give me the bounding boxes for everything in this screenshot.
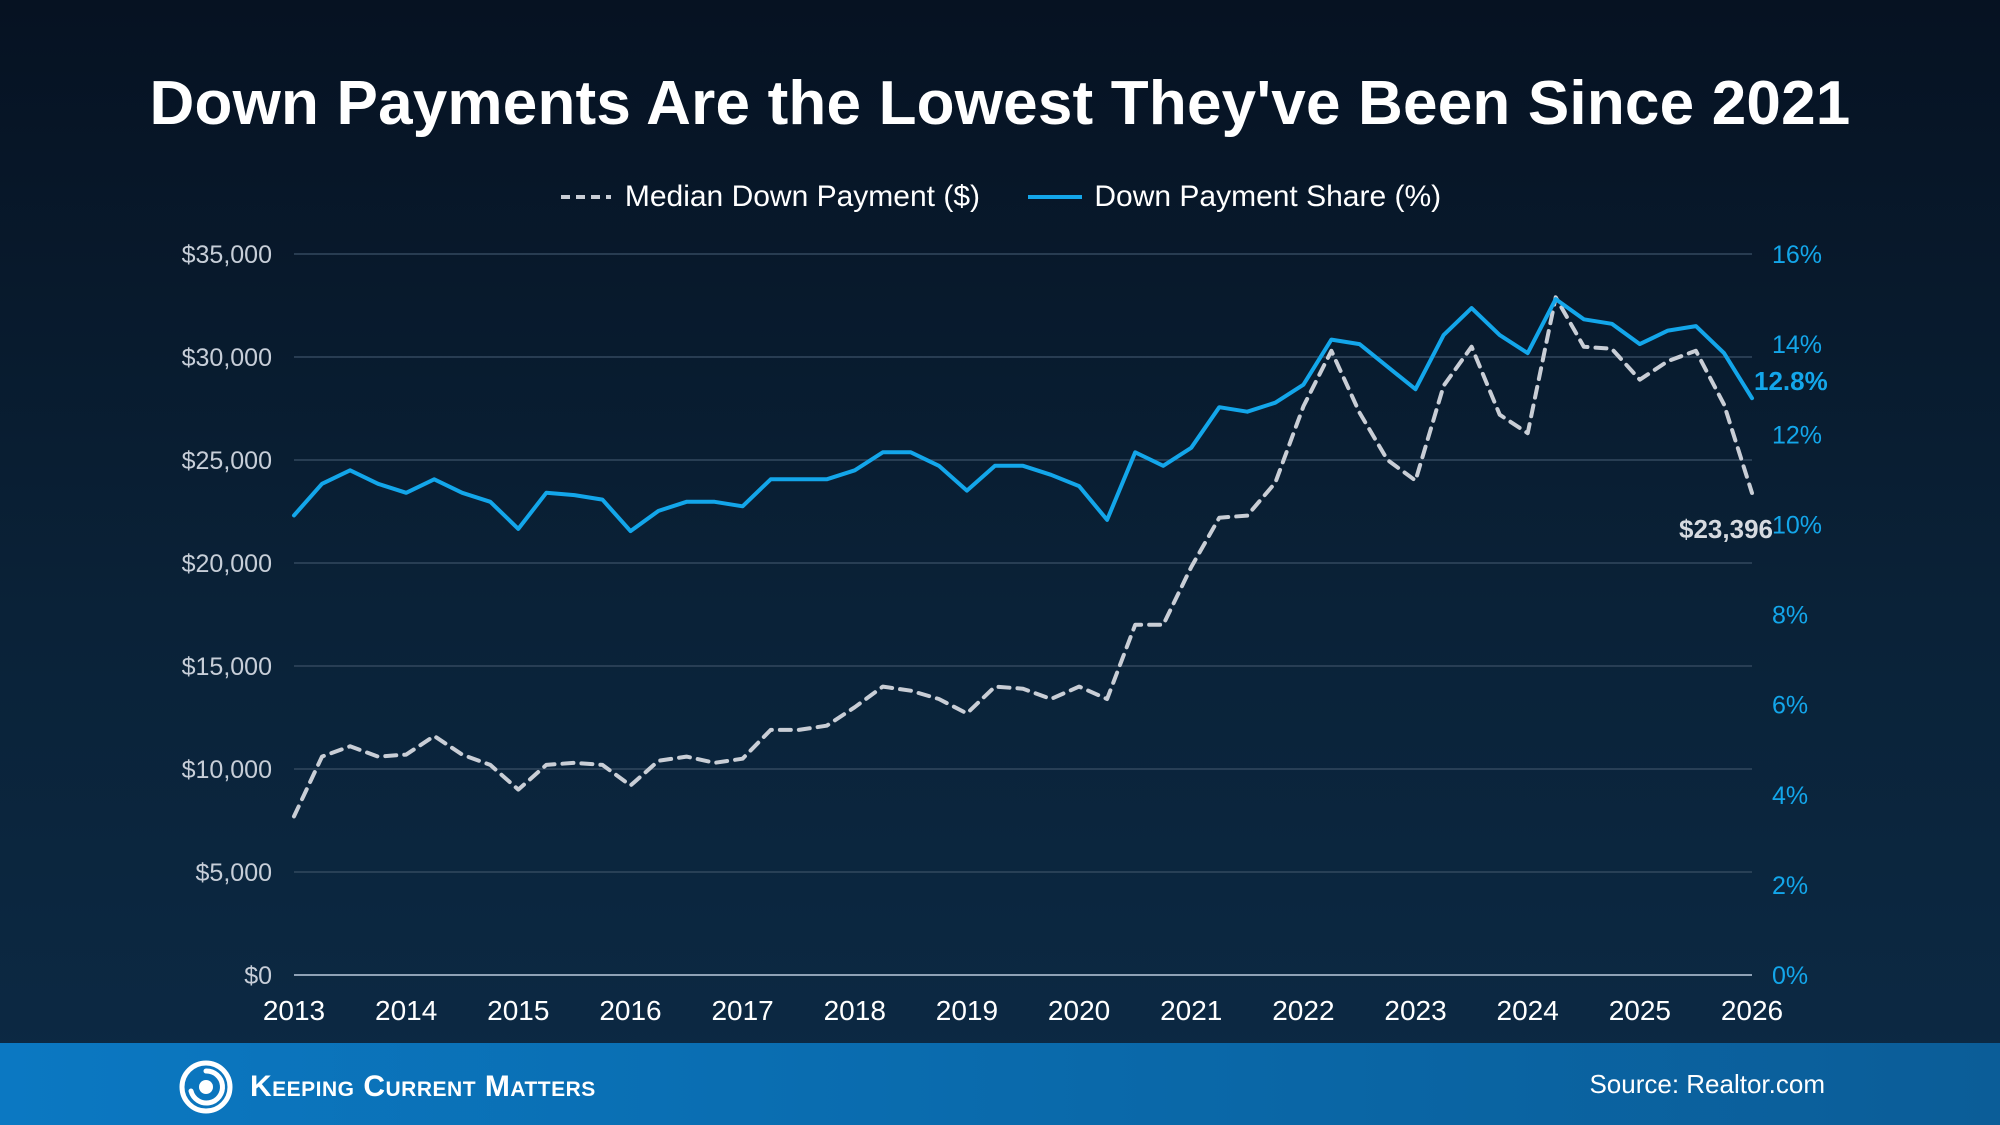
- right-tick-label: 4%: [1772, 782, 1808, 810]
- x-tick-label: 2022: [1272, 995, 1334, 1026]
- right-tick-label: 6%: [1772, 692, 1808, 720]
- left-tick-label: $15,000: [182, 653, 272, 681]
- x-tick-label: 2017: [711, 995, 773, 1026]
- x-tick-label: 2026: [1721, 995, 1783, 1026]
- x-tick-label: 2018: [824, 995, 886, 1026]
- legend-label: Down Payment Share (%): [1094, 180, 1442, 213]
- legend-swatch-dashed: [560, 195, 611, 199]
- footer-bar: Keeping Current Matters Source: Realtor.…: [0, 1043, 2000, 1125]
- x-tick-label: 2019: [936, 995, 998, 1026]
- left-axis-ticks: $0 $5,000 $10,000 $15,000 $20,000 $25,000 $30,…: [182, 241, 272, 990]
- left-tick-label: $35,000: [182, 241, 272, 269]
- chart-legend: Median Down Payment ($) Down Payment Sha…: [0, 176, 2000, 214]
- x-axis-ticks: 2013 2014 2015 2016 2017 2018 2019 2020 2021 2022…: [263, 995, 1783, 1026]
- left-tick-label: $20,000: [182, 550, 272, 578]
- x-tick-label: 2024: [1497, 995, 1559, 1026]
- right-tick-label: 12%: [1772, 421, 1822, 449]
- annotation-down-payment-share: 12.8%: [1754, 366, 1828, 396]
- spiral-logo-icon: [179, 1060, 233, 1114]
- x-tick-label: 2013: [263, 995, 325, 1026]
- left-tick-label: $5,000: [196, 859, 272, 887]
- right-tick-label: 10%: [1772, 511, 1822, 539]
- left-tick-label: $25,000: [182, 447, 272, 475]
- x-tick-label: 2025: [1609, 995, 1671, 1026]
- brand-logo: Keeping Current Matters: [178, 1059, 596, 1115]
- x-tick-label: 2016: [599, 995, 661, 1026]
- annotation-median-down-payment: $23,396: [1679, 514, 1773, 544]
- x-tick-label: 2014: [375, 995, 437, 1026]
- right-axis-ticks: 0% 2% 4% 6% 8% 10% 12% 14% 16%: [1772, 241, 1822, 990]
- legend-swatch-solid: [1028, 195, 1083, 199]
- legend-item-down-payment-share: Down Payment Share (%): [1028, 180, 1441, 214]
- series-lines: [292, 295, 1754, 819]
- series-line-down-payment-share: [292, 297, 1754, 534]
- legend-label: Median Down Payment ($): [624, 180, 980, 213]
- line-chart: $0 $5,000 $10,000 $15,000 $20,000 $25,000 $30,…: [181, 241, 1828, 1026]
- right-tick-label: 8%: [1772, 602, 1808, 630]
- x-tick-label: 2021: [1160, 995, 1222, 1026]
- data-annotations: $23,396 12.8%: [1679, 366, 1828, 544]
- left-tick-label: $30,000: [182, 344, 272, 372]
- gridlines: [294, 253, 1752, 976]
- x-tick-label: 2023: [1384, 995, 1446, 1026]
- right-tick-label: 16%: [1772, 241, 1822, 269]
- right-tick-label: 2%: [1772, 872, 1808, 900]
- source-label: Source: Realtor.com: [1589, 1069, 1825, 1099]
- right-tick-label: 14%: [1772, 331, 1822, 359]
- chart-title: Down Payments Are the Lowest They've Bee…: [149, 69, 1851, 138]
- left-tick-label: $0: [244, 962, 272, 990]
- x-tick-label: 2015: [487, 995, 549, 1026]
- left-tick-label: $10,000: [182, 756, 272, 784]
- legend-item-median-down-payment: Median Down Payment ($): [559, 180, 980, 214]
- brand-name: Keeping Current Matters: [250, 1070, 596, 1103]
- right-tick-label: 0%: [1772, 962, 1808, 990]
- x-tick-label: 2020: [1048, 995, 1110, 1026]
- series-line-median-down-payment: [292, 295, 1754, 819]
